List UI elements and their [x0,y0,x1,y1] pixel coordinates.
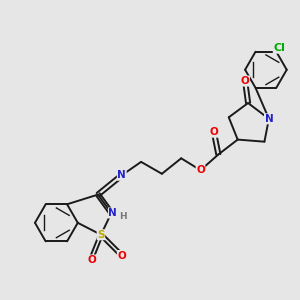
Text: Cl: Cl [273,43,285,53]
Text: N: N [109,208,117,218]
Text: N: N [117,170,126,180]
Text: O: O [88,255,96,265]
Text: O: O [209,127,218,137]
Text: N: N [265,114,273,124]
Text: O: O [117,250,126,260]
Text: S: S [97,230,105,240]
Text: O: O [241,76,250,86]
Text: H: H [119,212,127,221]
Text: O: O [196,165,205,175]
